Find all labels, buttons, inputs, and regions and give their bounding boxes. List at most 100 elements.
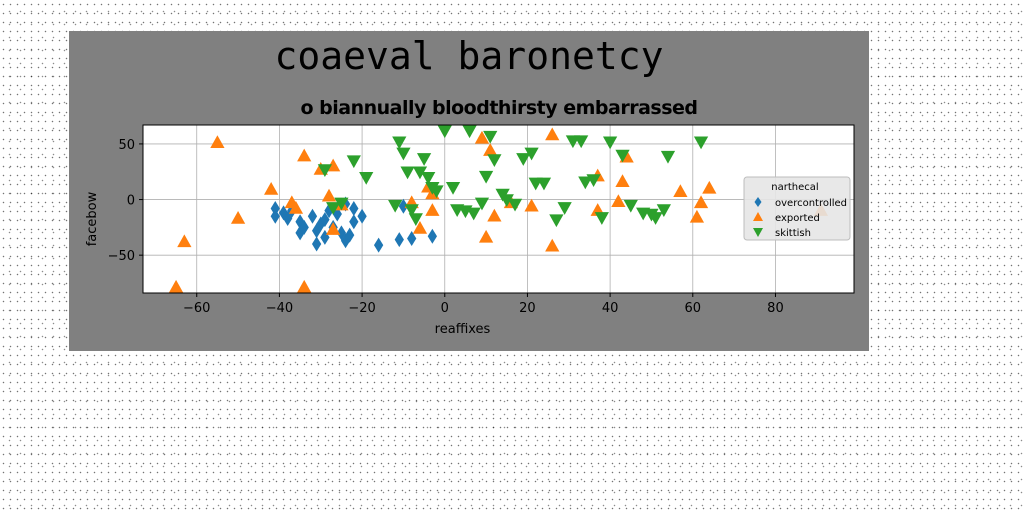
x-tick-label: −20 [348, 301, 375, 316]
data-point [278, 205, 289, 221]
y-tick-label: 0 [127, 194, 135, 209]
data-point [412, 220, 428, 234]
data-point [586, 174, 601, 188]
data-point [299, 219, 309, 235]
data-point [177, 234, 192, 248]
data-point [334, 197, 349, 211]
legend-label-overcontrolled: overcontrolled [775, 198, 847, 209]
data-point [673, 184, 688, 198]
data-point [483, 143, 498, 156]
x-tick-label: 20 [519, 301, 536, 316]
data-point [427, 228, 438, 244]
axes-frame [142, 124, 855, 294]
y-tick-label: 50 [118, 138, 135, 153]
x-tick-label: −60 [183, 301, 210, 316]
legend: narthecal overcontrolled exported skittish [743, 176, 851, 241]
data-point [270, 200, 280, 216]
legend-box [743, 176, 851, 241]
data-point [408, 213, 423, 226]
chart-subtitle: o biannually bloodthirsty embarrassed [300, 97, 698, 119]
data-point [524, 198, 539, 212]
data-point [288, 200, 304, 214]
legend-marker-skittish [753, 228, 763, 237]
data-point [349, 200, 359, 216]
data-point [357, 208, 367, 224]
data-point [574, 135, 589, 149]
data-point [264, 182, 279, 195]
x-axis-label: reaffixes [435, 322, 491, 337]
data-point [407, 230, 417, 246]
data-point [230, 210, 246, 224]
data-point [615, 174, 630, 187]
data-point [611, 194, 626, 208]
data-point [437, 125, 452, 139]
chart-title: coaeval baronetcy [274, 34, 664, 78]
data-point [474, 197, 490, 211]
data-point [394, 232, 404, 248]
data-point [445, 182, 461, 195]
data-point [425, 203, 440, 216]
y-axis-label: facebow [85, 191, 100, 246]
series-skittish [317, 125, 709, 228]
data-point [311, 236, 322, 252]
data-point [557, 202, 572, 215]
data-point [392, 136, 407, 150]
data-point [359, 172, 374, 185]
data-point [400, 166, 415, 180]
data-point [693, 136, 709, 150]
chart-canvas: −60 −40 −20 0 20 40 60 80 −50 0 50 reaffixes facebow… [85, 124, 855, 337]
x-tick-label: −40 [266, 301, 293, 316]
data-point [210, 135, 225, 149]
data-point [317, 164, 333, 178]
data-point [307, 208, 318, 224]
data-point [594, 212, 609, 225]
data-point [487, 154, 502, 167]
data-point [499, 194, 514, 208]
data-point [545, 238, 560, 252]
data-point [487, 208, 502, 222]
x-tick-label: 60 [685, 301, 702, 316]
data-point [474, 130, 490, 144]
data-point [429, 185, 444, 199]
data-point [549, 214, 564, 228]
data-point [396, 147, 411, 161]
data-point [388, 199, 403, 213]
data-point [321, 188, 337, 202]
legend-marker-overcontrolled [754, 197, 762, 207]
data-point [516, 153, 531, 166]
data-point [421, 172, 436, 185]
data-point [326, 202, 341, 215]
x-tick-label: 40 [602, 301, 619, 316]
data-point [346, 155, 361, 169]
data-point [466, 207, 481, 221]
data-point [623, 199, 638, 213]
x-tick-label: 80 [767, 301, 784, 316]
data-point [483, 130, 498, 144]
legend-marker-exported [753, 212, 763, 221]
data-point [693, 195, 709, 209]
plot-area [143, 125, 854, 293]
data-point [615, 149, 630, 163]
data-point [326, 222, 341, 235]
chart-figure: coaeval baronetcy −60 −40 −20 0 20 40 60 80 −50 0… [69, 31, 869, 351]
data-point [648, 212, 663, 225]
data-point [373, 237, 384, 253]
y-tick-label: −50 [108, 249, 135, 264]
data-point [602, 136, 618, 150]
data-point [545, 127, 560, 141]
data-point [660, 150, 676, 164]
data-point [270, 208, 280, 224]
data-point [689, 209, 705, 223]
x-tick-label: 0 [441, 301, 449, 316]
data-point [578, 176, 593, 190]
data-point [702, 180, 717, 194]
data-point [656, 204, 671, 218]
data-point [478, 229, 494, 243]
data-point [311, 223, 322, 239]
data-point [398, 198, 409, 214]
data-point [349, 214, 359, 230]
data-point [297, 279, 312, 293]
data-point [345, 227, 355, 243]
legend-title: narthecal [771, 182, 818, 193]
data-point [416, 153, 432, 166]
